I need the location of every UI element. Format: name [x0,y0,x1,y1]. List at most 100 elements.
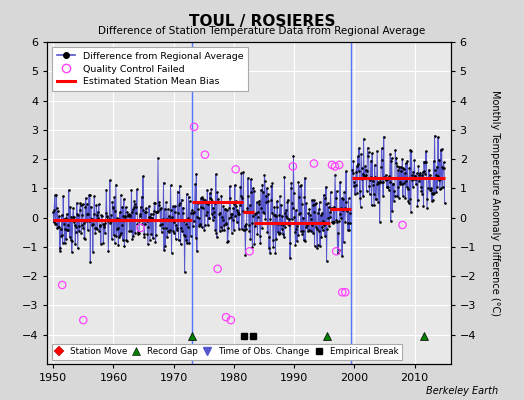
Point [373,148,381,154]
Point [109,204,117,210]
Point [333,250,342,256]
Point [71,222,79,228]
Point [367,157,375,164]
Point [254,214,262,220]
Point [84,211,92,217]
Point [140,234,149,240]
Point [201,222,209,228]
Point [64,226,72,233]
Point [428,197,436,203]
Point [413,202,422,209]
Point [129,206,137,213]
Point [398,181,406,187]
Point [240,227,248,233]
Point [57,226,65,232]
Point [68,238,77,244]
Point [167,249,176,256]
Point [259,209,267,215]
Point [339,206,347,213]
Point [297,182,305,188]
Point [378,179,387,186]
Point [176,200,184,206]
Point [326,214,334,220]
Point [145,203,153,209]
Point [440,159,448,166]
Point [58,231,67,238]
Point [255,197,264,204]
Point [375,179,384,186]
Point [321,201,330,207]
Point [335,218,343,224]
Point [61,240,69,246]
Point [418,172,426,178]
Point [186,217,194,223]
Point [407,148,416,154]
Point [274,221,282,227]
Point [332,248,341,254]
Point [217,192,225,199]
Point [206,195,214,202]
Point [338,289,346,296]
Point [395,194,403,201]
Point [314,206,323,212]
Point [236,183,245,190]
Point [431,167,439,173]
Point [254,209,263,215]
Point [332,217,340,224]
Point [374,199,383,206]
Point [389,181,398,187]
Point [418,191,427,197]
Point [122,237,130,243]
Point [149,235,157,242]
Point [283,199,292,206]
Point [330,204,338,210]
Point [441,200,449,206]
Point [272,213,280,219]
Point [187,209,195,216]
Point [382,177,390,184]
Point [239,169,247,176]
Point [94,208,102,215]
Point [135,218,144,224]
Point [242,225,250,232]
Point [292,225,301,232]
Point [381,175,389,182]
Point [312,200,320,206]
Point [136,212,145,219]
Point [89,249,97,255]
Point [82,218,91,224]
Point [253,231,261,238]
Point [194,223,203,229]
Point [235,210,244,217]
Point [214,199,223,206]
Point [114,225,122,231]
Point [238,194,247,201]
Point [145,213,154,220]
Point [411,173,419,180]
Point [214,196,222,202]
Point [296,210,304,216]
Point [212,171,220,178]
Point [249,185,257,192]
Point [216,228,224,234]
Point [220,222,228,228]
Point [398,156,407,163]
Point [439,165,447,171]
Point [273,198,281,204]
Point [174,210,182,217]
Point [345,210,354,216]
Point [123,238,131,244]
Point [389,198,398,204]
Point [279,222,288,228]
Point [361,173,369,180]
Point [211,226,220,233]
Point [194,206,202,212]
Point [244,193,253,199]
Point [69,214,77,220]
Point [373,180,381,187]
Point [286,240,294,246]
Point [115,216,123,222]
Point [59,193,68,200]
Point [160,206,169,212]
Point [339,196,347,203]
